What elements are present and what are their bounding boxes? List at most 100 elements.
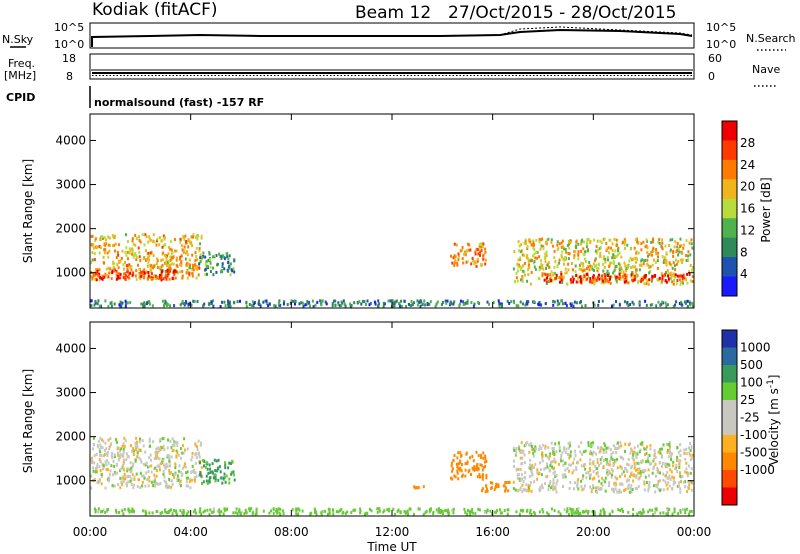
echo-cell <box>646 258 649 262</box>
echo-cell <box>523 453 526 457</box>
echo-cell <box>152 275 155 279</box>
echo-cell <box>382 301 385 305</box>
echo-cell <box>95 278 98 282</box>
echo-cell <box>645 238 648 242</box>
echo-cell <box>577 257 580 261</box>
echo-cell <box>181 472 184 476</box>
echo-cell <box>101 462 104 466</box>
echo-cell <box>162 244 165 248</box>
echo-cell <box>607 280 610 284</box>
echo-cell <box>135 269 138 273</box>
echo-cell <box>609 471 612 475</box>
echo-cell <box>545 267 548 270</box>
echo-cell <box>201 256 204 259</box>
echo-cell <box>146 264 149 268</box>
echo-cell <box>410 299 413 303</box>
echo-cell <box>575 274 578 277</box>
echo-cell <box>126 455 129 458</box>
echo-cell <box>678 465 681 469</box>
echo-cell <box>272 507 275 511</box>
echo-cell <box>532 254 534 258</box>
echo-cell <box>537 276 540 280</box>
echo-cell <box>560 278 563 282</box>
echo-cell <box>378 507 381 511</box>
echo-cell <box>459 249 462 253</box>
echo-cell <box>513 250 516 254</box>
echo-cell <box>596 490 598 494</box>
echo-cell <box>199 253 202 257</box>
echo-cell <box>505 481 508 484</box>
echo-cell <box>679 459 682 463</box>
echo-cell <box>97 507 100 511</box>
echo-cell <box>166 511 168 514</box>
echo-cell <box>582 262 584 266</box>
echo-cell <box>148 258 150 262</box>
echo-cell <box>607 246 610 250</box>
echo-cell <box>122 460 125 464</box>
echo-cell <box>203 464 205 468</box>
echo-cell <box>168 464 171 468</box>
echo-cell <box>113 464 116 468</box>
echo-cell <box>538 255 541 259</box>
echo-cell <box>597 267 600 270</box>
echo-cell <box>476 257 479 261</box>
colorbar-swatch <box>722 435 737 453</box>
echo-cell <box>106 450 109 454</box>
echo-cell <box>111 456 114 460</box>
echo-cell <box>618 266 621 270</box>
echo-cell <box>470 510 473 514</box>
echo-cell <box>593 476 596 480</box>
echo-cell <box>156 451 159 454</box>
echo-cell <box>363 300 366 304</box>
echo-cell <box>165 462 168 466</box>
echo-cell <box>206 508 209 512</box>
echo-cell <box>464 301 467 305</box>
echo-cell <box>144 484 147 488</box>
echo-cell <box>239 299 241 303</box>
echo-cell <box>205 260 208 264</box>
echo-cell <box>552 488 555 492</box>
echo-cell <box>530 512 533 516</box>
echo-cell <box>482 473 484 477</box>
echo-cell <box>688 272 691 276</box>
echo-cell <box>100 276 103 280</box>
echo-cell <box>574 449 576 453</box>
echo-cell <box>540 259 542 263</box>
echo-cell <box>578 301 581 305</box>
echo-cell <box>567 512 570 516</box>
echo-cell <box>179 479 182 483</box>
echo-cell <box>585 260 587 263</box>
echo-cell <box>655 474 657 478</box>
echo-cell <box>670 454 673 458</box>
echo-cell <box>94 507 96 511</box>
echo-cell <box>657 251 659 255</box>
echo-cell <box>650 253 653 257</box>
echo-cell <box>537 448 540 452</box>
echo-cell <box>602 281 605 285</box>
echo-cell <box>483 510 486 514</box>
echo-cell <box>655 508 658 512</box>
echo-cell <box>148 437 151 441</box>
echo-cell <box>597 248 600 252</box>
echo-cell <box>686 281 689 285</box>
echo-cell <box>122 477 125 480</box>
echo-cell <box>162 234 165 238</box>
colorbar-tick-label: 100 <box>740 376 763 390</box>
echo-cell <box>440 303 443 307</box>
echo-cell <box>541 274 544 278</box>
echo-cell <box>530 447 533 451</box>
echo-cell <box>640 264 643 268</box>
echo-cell <box>206 481 209 485</box>
echo-cell <box>611 304 613 308</box>
echo-cell <box>463 302 466 305</box>
echo-cell <box>179 237 182 241</box>
nsky-tick-top: 10^5 <box>54 21 84 34</box>
echo-cell <box>567 252 570 255</box>
echo-cell <box>109 243 112 247</box>
echo-cell <box>607 446 610 450</box>
echo-cell <box>602 510 605 514</box>
echo-cell <box>610 456 613 460</box>
echo-cell <box>670 452 673 456</box>
echo-cell <box>181 451 184 455</box>
echo-cell <box>413 485 416 489</box>
